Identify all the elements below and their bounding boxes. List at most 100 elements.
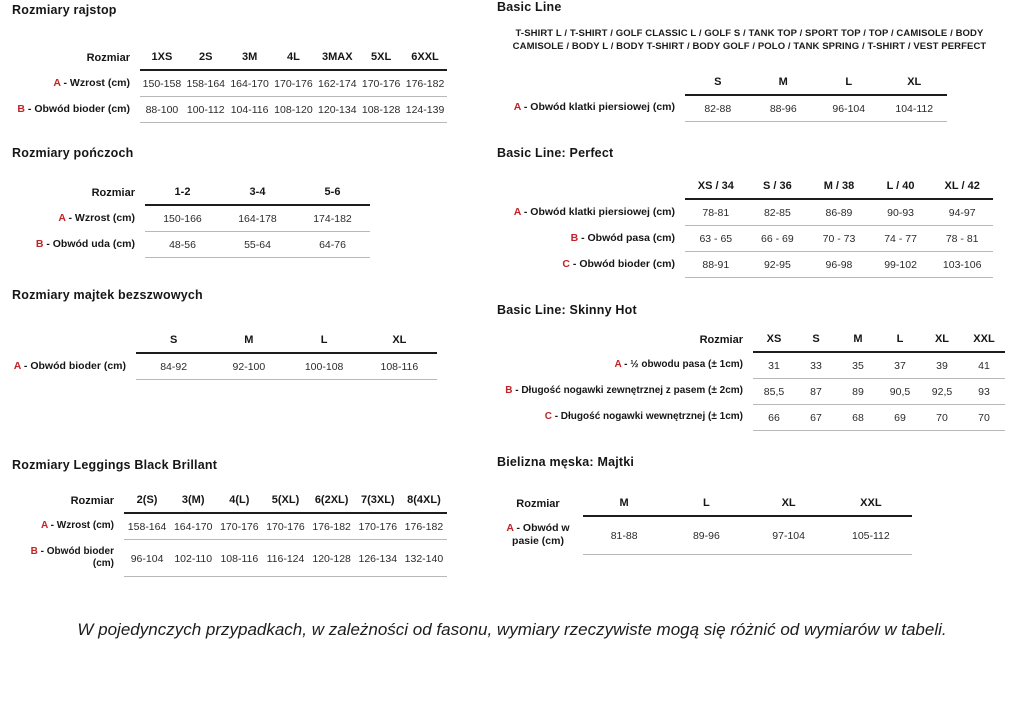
column-header: 5(XL): [262, 494, 309, 514]
size-value: 86-89: [808, 199, 870, 226]
size-value: 70 - 73: [808, 225, 870, 252]
skinny-hot-size-table: Rozmiar XS S M L XL XXL A - ½ obwodu pasa (± 1c…: [497, 333, 1005, 431]
row-letter: A: [13, 359, 21, 372]
row-label: A - Wzrost (cm): [41, 520, 114, 531]
section-title: Rozmiary Leggings Black Brillant: [12, 458, 218, 472]
size-value: 63 - 65: [685, 225, 747, 252]
size-value: 66 - 69: [746, 225, 809, 252]
column-header: 6(2XL): [308, 494, 355, 514]
column-header: L: [665, 497, 748, 517]
size-value: 132-140: [400, 539, 447, 577]
column-header: M / 38: [808, 180, 870, 200]
row-label: B - Obwód bioder (cm): [17, 102, 130, 115]
row-letter: B: [35, 237, 44, 250]
column-header: 2(S): [124, 494, 171, 514]
table-row: A - ½ obwodu pasa (± 1cm) 31 33 35 37 39 41: [497, 352, 1005, 379]
size-value: 116-124: [262, 539, 309, 577]
column-header: L / 40: [869, 180, 932, 200]
size-value: 68: [837, 404, 879, 431]
size-value: 96-104: [816, 94, 882, 122]
product-list: T-SHIRT L / T-SHIRT / GOLF CLASSIC L / G…: [512, 28, 987, 53]
size-value: 88-91: [685, 251, 747, 278]
table-row: A - Obwód klatki piersiowej (cm) 82-88 88-…: [497, 94, 947, 122]
column-header: XS / 34: [685, 180, 747, 200]
size-value: 126-134: [354, 539, 401, 577]
size-value: 66: [753, 404, 795, 431]
size-value: 41: [963, 352, 1005, 379]
size-value: 100-112: [183, 96, 228, 123]
section-title: Rozmiary rajstop: [12, 3, 117, 17]
column-header: 4(L): [216, 494, 263, 514]
header-row: XS / 34 S / 36 M / 38 L / 40 XL / 42: [497, 180, 993, 200]
section-ponczochy: Rozmiary pończoch Rozmiar 1-2 3-4 5-6 A - Wz…: [12, 146, 370, 258]
size-header-label: Rozmiar: [699, 334, 743, 346]
header-row: Rozmiar 1XS 2S 3M 4L 3MAX 5XL 6XXL: [12, 51, 447, 71]
column-header: S: [795, 333, 837, 353]
section-majtki-bezszwowe: Rozmiary majtek bezszwowych S M L XL A - Obw…: [12, 288, 437, 380]
column-header: XL: [921, 333, 963, 353]
row-letter: B: [570, 231, 579, 244]
row-label: B - Długość nogawki zewnętrznej z pasem …: [505, 385, 743, 397]
size-value: 105-112: [829, 516, 912, 555]
size-value: 87: [795, 378, 837, 405]
column-header: XL: [747, 497, 830, 517]
table-row: C - Obwód bioder (cm) 88-91 92-95 96-98 99-1…: [497, 251, 993, 278]
column-header: 1-2: [145, 186, 220, 206]
size-value: 176-182: [308, 513, 355, 540]
size-value: 174-182: [295, 205, 370, 232]
size-value: 70: [963, 404, 1005, 431]
size-value: 164-170: [170, 513, 217, 540]
section-title: Rozmiary majtek bezszwowych: [12, 288, 203, 302]
leggings-size-table: Rozmiar 2(S) 3(M) 4(L) 5(XL) 6(2XL) 7(3XL) 8(4X…: [12, 494, 447, 577]
section-title: Basic Line: [497, 0, 562, 14]
size-value: 108-120: [271, 96, 316, 123]
size-value: 158-164: [124, 513, 171, 540]
section-leggings: Rozmiary Leggings Black Brillant Rozmiar…: [12, 458, 447, 577]
row-letter: A: [513, 101, 521, 114]
size-value: 170-176: [271, 70, 316, 97]
row-letter: B: [505, 385, 513, 397]
section-title: Rozmiary pończoch: [12, 146, 134, 160]
size-value: 99-102: [869, 251, 932, 278]
size-value: 89-96: [665, 516, 748, 555]
size-value: 94-97: [931, 199, 993, 226]
column-header: 7(3XL): [354, 494, 401, 514]
row-label: A - ½ obwodu pasa (± 1cm): [614, 359, 743, 370]
size-value: 35: [837, 352, 879, 379]
size-value: 82-85: [746, 199, 809, 226]
size-value: 88-100: [140, 96, 184, 123]
table-row: B - Obwód bioder (cm) 96-104 102-110 108-11…: [12, 539, 447, 577]
size-value: 48-56: [145, 231, 220, 258]
size-value: 39: [921, 352, 963, 379]
section-rajstopy: Rozmiary rajstop Rozmiar 1XS 2S 3M 4L 3MAX 5XL…: [12, 3, 447, 123]
size-value: 78 - 81: [931, 225, 993, 252]
table-row: C - Długość nogawki wewnętrznej (± 1cm) 6…: [497, 404, 1005, 431]
table-row: A - Wzrost (cm) 150-158 158-164 164-170 170-…: [12, 70, 447, 97]
column-header: 8(4XL): [400, 494, 447, 514]
column-header: 3M: [227, 51, 272, 71]
size-value: 176-182: [403, 70, 447, 97]
column-header: 2S: [183, 51, 228, 71]
row-letter: C: [544, 411, 552, 423]
section-title: Basic Line: Skinny Hot: [497, 303, 637, 317]
row-label: A - Wzrost (cm): [58, 211, 135, 224]
size-value: 37: [879, 352, 921, 379]
size-value: 67: [795, 404, 837, 431]
size-value: 120-134: [315, 96, 360, 123]
row-label: C - Długość nogawki wewnętrznej (± 1cm): [544, 411, 743, 423]
table-row: A - Obwód bioder (cm) 84-92 92-100 100-108 1…: [12, 353, 437, 380]
column-header: S: [136, 334, 212, 354]
row-label: A - Wzrost (cm): [53, 76, 130, 89]
size-value: 70: [921, 404, 963, 431]
section-basic-line: Basic Line T-SHIRT L / T-SHIRT / GOLF CL…: [497, 0, 1002, 122]
column-header: L: [286, 334, 362, 354]
section-basic-line-perfect: Basic Line: Perfect XS / 34 S / 36 M / 38 L…: [497, 146, 993, 278]
basic-line-size-table: S M L XL A - Obwód klatki piersiowej (cm) 82-…: [497, 75, 947, 122]
column-header: S: [685, 75, 751, 96]
table-row: A - Obwód w pasie (cm) 81-88 89-96 97-104 10…: [497, 516, 912, 555]
size-header-label: Rozmiar: [516, 498, 560, 510]
header-row: S M L XL: [12, 334, 437, 354]
rajstopy-size-table: Rozmiar 1XS 2S 3M 4L 3MAX 5XL 6XXL A - Wzrost (c…: [12, 51, 447, 123]
section-title: Bielizna męska: Majtki: [497, 455, 635, 469]
header-row: Rozmiar M L XL XXL: [497, 497, 912, 517]
